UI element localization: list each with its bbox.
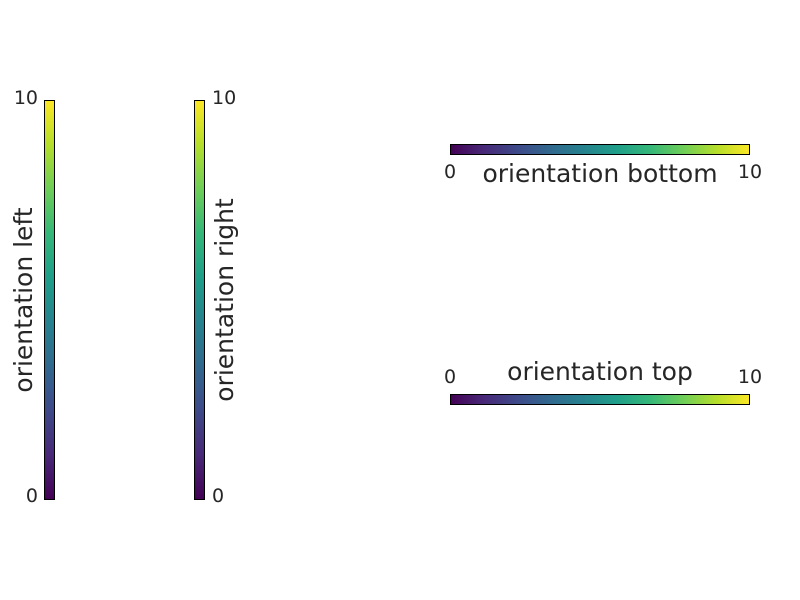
colorbar-right-tick-min: 0 [212, 485, 224, 507]
colorbar-top-tick-min: 0 [444, 366, 456, 388]
colorbar-right-tick-max: 10 [212, 87, 236, 109]
colorbar-bottom: 0 10 orientation bottom [444, 144, 762, 188]
colorbar-bottom-label: orientation bottom [482, 159, 717, 188]
colorbar-right-outline [194, 100, 205, 500]
colorbar-top: 0 10 orientation top [444, 357, 762, 405]
colorbar-left-tick-min: 0 [26, 485, 38, 507]
colorbar-top-gradient [450, 394, 750, 405]
colorbar-bottom-tick-max: 10 [738, 161, 762, 183]
colorbar-right-label: orientation right [210, 198, 239, 402]
colorbar-top-outline [450, 394, 750, 405]
colorbar-right-gradient [194, 100, 205, 500]
colorbar-left-outline [44, 100, 55, 500]
colorbar-right: 10 0 orientation right [194, 87, 239, 507]
colorbar-left: 10 0 orientation left [9, 87, 55, 507]
colorbar-top-label: orientation top [507, 357, 693, 386]
colorbar-top-tick-max: 10 [738, 366, 762, 388]
colorbar-left-gradient [44, 100, 55, 500]
colorbar-left-tick-max: 10 [14, 87, 38, 109]
colorbar-bottom-gradient [450, 144, 750, 155]
colorbar-bottom-tick-min: 0 [444, 161, 456, 183]
colorbar-left-label: orientation left [9, 207, 38, 392]
colorbar-bottom-outline [450, 144, 750, 155]
